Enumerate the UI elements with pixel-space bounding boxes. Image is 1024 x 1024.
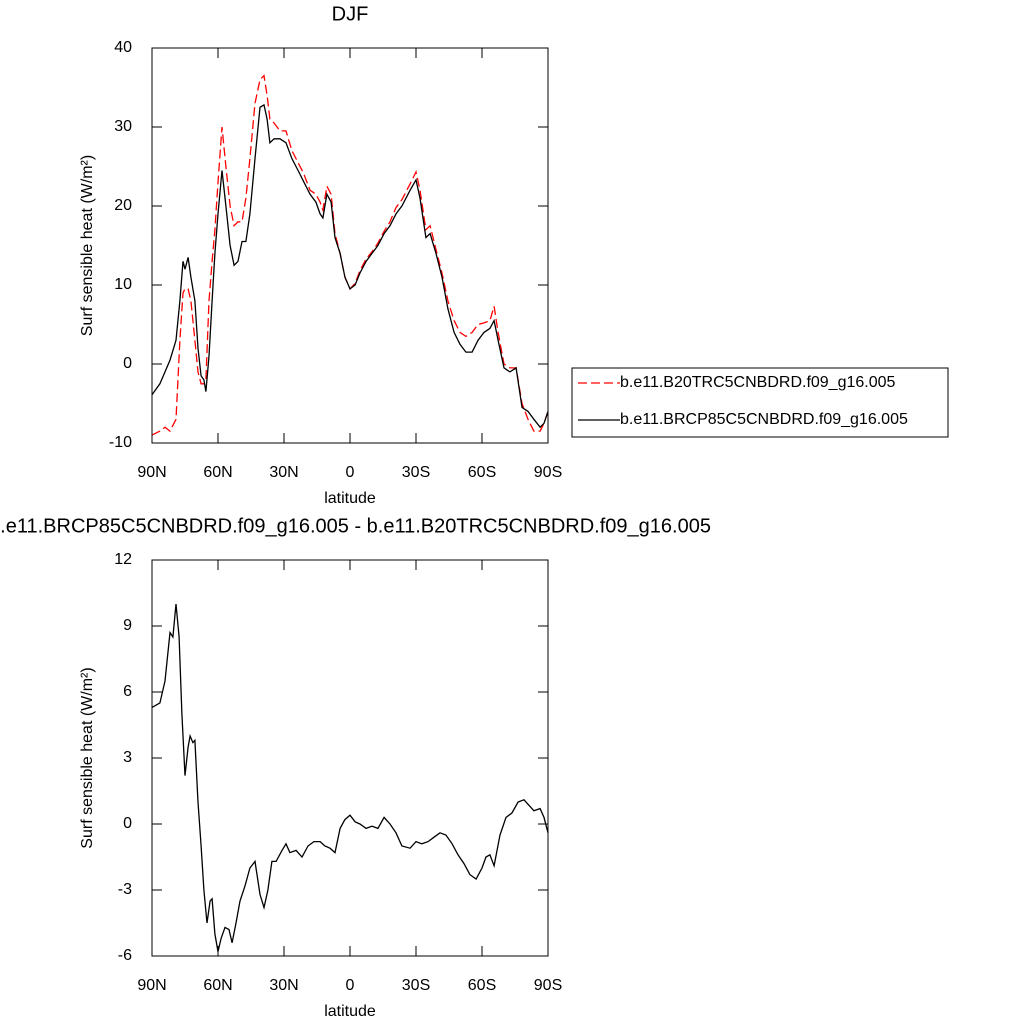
x-axis-label: latitude	[324, 1003, 376, 1020]
plot-frame	[151, 47, 549, 444]
legend-label: b.e11.B20TRC5CNBDRD.f09_g16.005	[620, 374, 896, 391]
y-tick-label: 12	[114, 551, 132, 568]
x-tick-label: 60N	[203, 977, 232, 994]
x-tick-label: 0	[346, 977, 355, 994]
y-tick-label: 0	[123, 815, 132, 832]
x-tick-label: 0	[346, 464, 355, 481]
y-tick-label: 0	[123, 355, 132, 372]
x-tick-label: 60S	[468, 464, 496, 481]
x-tick-label: 90N	[137, 464, 166, 481]
x-tick-label: 90S	[534, 977, 562, 994]
y-axis-label: Surf sensible heat (W/m²)	[79, 155, 96, 336]
y-tick-label: 9	[123, 617, 132, 634]
y-tick-label: -6	[118, 947, 132, 964]
chart-title: DJF	[332, 3, 369, 25]
y-axis-label: Surf sensible heat (W/m²)	[79, 667, 96, 848]
y-tick-label: 30	[114, 118, 132, 135]
y-tick-label: 3	[123, 749, 132, 766]
y-tick-label: -3	[118, 881, 132, 898]
x-tick-label: 30S	[402, 464, 430, 481]
x-tick-label: 30S	[402, 977, 430, 994]
x-axis-label: latitude	[324, 490, 376, 507]
x-tick-label: 60N	[203, 464, 232, 481]
data-line	[151, 74, 549, 436]
x-tick-label: 30N	[269, 977, 298, 994]
data-line	[151, 103, 549, 429]
y-tick-label: -10	[109, 434, 132, 451]
chart-title: b.e11.BRCP85C5CNBDRD.f09_g16.005 - b.e11…	[0, 515, 711, 537]
y-tick-label: 40	[114, 39, 132, 56]
x-tick-label: 30N	[269, 464, 298, 481]
plot-frame	[151, 559, 549, 957]
y-tick-label: 20	[114, 197, 132, 214]
legend-box	[571, 367, 949, 438]
data-line	[151, 603, 549, 952]
y-tick-label: 6	[123, 683, 132, 700]
legend-label: b.e11.BRCP85C5CNBDRD.f09_g16.005	[620, 411, 908, 428]
y-tick-label: 10	[114, 276, 132, 293]
x-tick-label: 90N	[137, 977, 166, 994]
x-tick-label: 60S	[468, 977, 496, 994]
x-tick-label: 90S	[534, 464, 562, 481]
